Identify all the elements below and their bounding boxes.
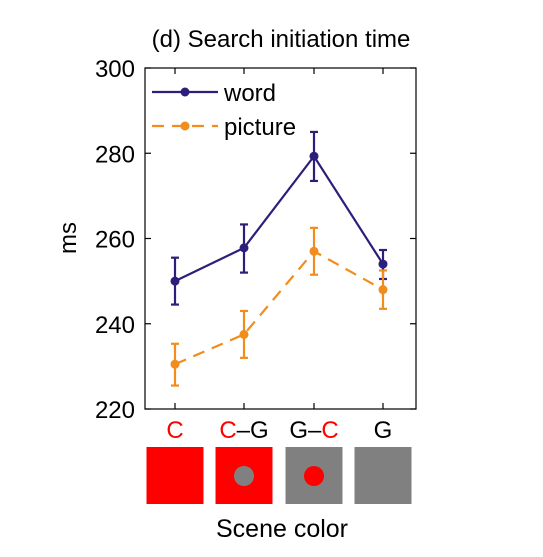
x-tick-label: G–C	[289, 417, 338, 444]
legend-marker	[180, 121, 190, 131]
y-tick-label: 220	[95, 397, 135, 424]
x-axis: C C–G G–C G	[166, 68, 392, 444]
x-tick-label-part: –G	[237, 417, 269, 444]
series-word	[170, 130, 388, 306]
x-tick-label: G	[374, 417, 393, 444]
series-line	[174, 154, 384, 283]
y-tick-label: 300	[95, 56, 135, 83]
x-tick-label-part: C	[219, 417, 236, 444]
series-picture	[170, 226, 388, 387]
data-point	[170, 359, 180, 369]
data-point	[170, 276, 180, 286]
x-tick-label-part: G–	[289, 417, 322, 444]
legend: word picture	[152, 80, 296, 141]
legend-label: word	[223, 80, 276, 107]
x-axis-label: Scene color	[216, 515, 348, 543]
legend-marker	[180, 87, 190, 97]
x-tick-label-part: C	[166, 417, 183, 444]
x-tick-label: C	[166, 417, 183, 444]
data-point	[378, 259, 388, 269]
scene-swatch	[354, 447, 412, 504]
data-point	[309, 246, 319, 256]
data-point	[239, 329, 249, 339]
x-tick-label: C–G	[219, 417, 268, 444]
y-axis-label: ms	[55, 222, 82, 254]
legend-label: picture	[224, 114, 296, 141]
x-tick-label-part: G	[374, 417, 393, 444]
swatch-center-dot	[304, 466, 324, 486]
data-point	[309, 151, 319, 161]
series-line	[174, 249, 384, 366]
series-layer	[170, 130, 388, 387]
y-tick-label: 280	[95, 141, 135, 168]
scene-swatch	[146, 447, 204, 504]
data-point	[239, 243, 249, 253]
scene-color-swatches	[146, 447, 412, 504]
data-point	[378, 285, 388, 295]
y-axis: 220 240 260 280 300	[95, 56, 416, 424]
swatch-center-dot	[234, 466, 254, 486]
y-tick-label: 260	[95, 227, 135, 254]
chart-title: (d) Search initiation time	[152, 26, 411, 53]
y-tick-label: 240	[95, 312, 135, 339]
x-tick-label-part: C	[321, 417, 338, 444]
